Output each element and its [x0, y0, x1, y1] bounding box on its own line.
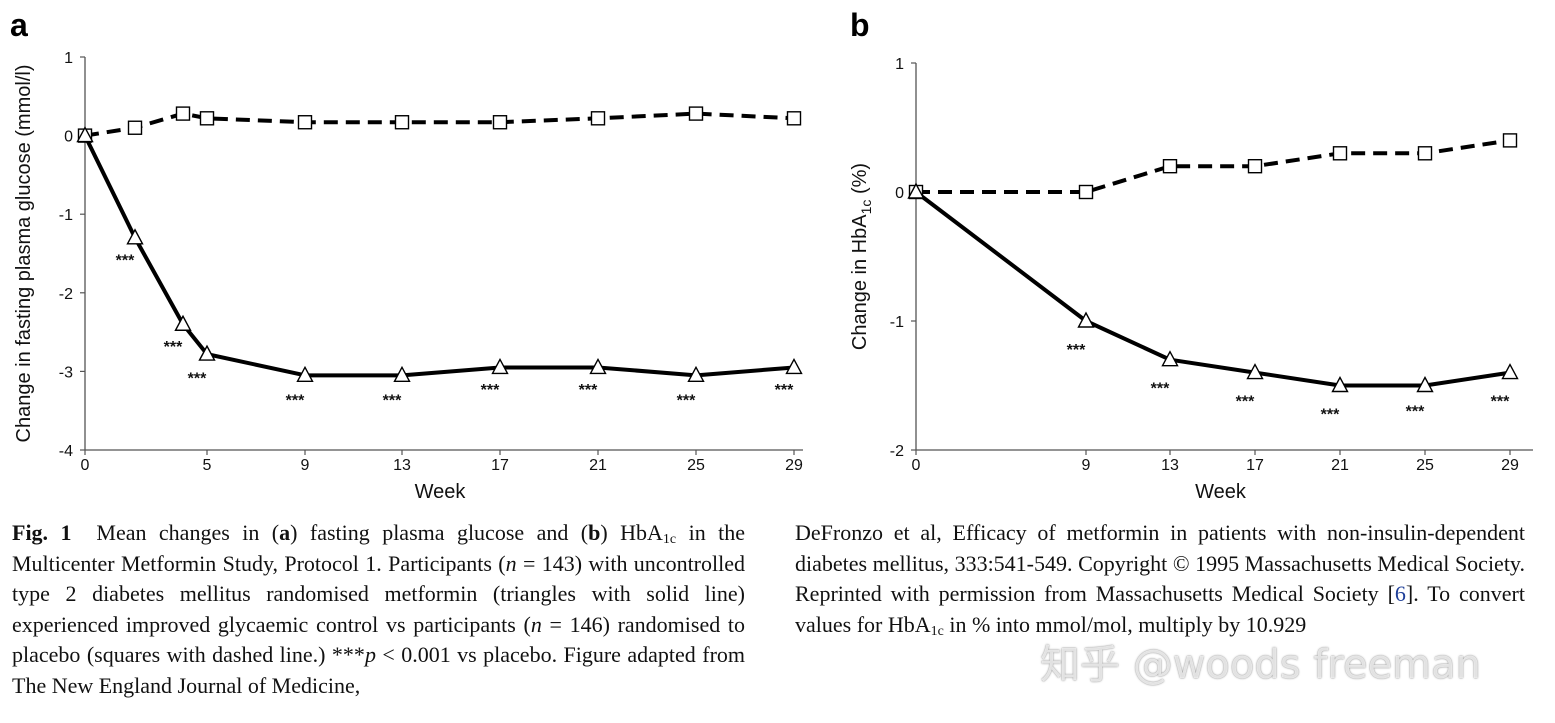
y-tick-label: -2 — [890, 443, 904, 460]
placebo-point — [494, 116, 507, 129]
y-tick-label: -2 — [59, 286, 73, 303]
y-tick-label: -3 — [59, 364, 73, 381]
significance-label: *** — [116, 252, 135, 269]
caption-text: Mean changes in ( — [96, 520, 279, 545]
caption-panel-a: a — [279, 520, 290, 545]
metformin-point — [128, 230, 143, 244]
y-tick-label: 1 — [64, 50, 73, 67]
fig-label: Fig. 1 — [12, 520, 72, 545]
significance-label: *** — [1236, 393, 1255, 410]
y-tick-label: 0 — [64, 129, 73, 146]
x-axis-label: Week — [1195, 481, 1247, 503]
significance-label: *** — [775, 382, 794, 399]
y-tick-label: -4 — [59, 443, 73, 460]
placebo-point — [201, 112, 214, 125]
placebo-point — [1334, 147, 1347, 160]
placebo-point — [1164, 160, 1177, 173]
x-axis-label: Week — [415, 481, 467, 503]
figure: a 1 0 -1 -2 -3 -4 0 5 9 13 17 21 25 29 Week Change in f… — [0, 0, 1555, 505]
caption-left: Fig. 1 Mean changes in (a) fasting plasm… — [12, 518, 745, 701]
caption-text: ) fasting plasma glucose and ( — [290, 520, 588, 545]
caption-subscript: 1c — [931, 624, 944, 639]
caption-italic-n: n — [531, 612, 542, 637]
caption-italic-n: n — [506, 551, 517, 576]
significance-label: *** — [1321, 406, 1340, 423]
significance-label: *** — [383, 392, 402, 409]
x-tick-label: 13 — [1161, 457, 1179, 474]
placebo-point — [129, 121, 142, 134]
caption-italic-p: p — [365, 642, 376, 667]
y-tick-label: -1 — [890, 314, 904, 331]
panel-a: a 1 0 -1 -2 -3 -4 0 5 9 13 17 21 25 29 Week Change in f… — [10, 7, 803, 503]
x-tick-label: 0 — [81, 457, 90, 474]
caption-subscript: 1c — [663, 532, 676, 547]
panel-a-label: a — [10, 7, 28, 43]
y-tick-label: 0 — [895, 185, 904, 202]
x-tick-label: 29 — [1501, 457, 1519, 474]
placebo-point — [1249, 160, 1262, 173]
x-tick-label: 25 — [687, 457, 705, 474]
watermark: 知乎 @woods freeman — [1040, 632, 1481, 690]
significance-label: *** — [1151, 381, 1170, 398]
placebo-point — [1080, 186, 1093, 199]
x-tick-label: 21 — [1331, 457, 1349, 474]
caption-text: ) HbA — [600, 520, 663, 545]
significance-label: *** — [677, 392, 696, 409]
significance-label: *** — [1406, 404, 1425, 421]
y-tick-label: 1 — [895, 56, 904, 73]
placebo-point — [690, 107, 703, 120]
significance-label: *** — [188, 370, 207, 387]
panel-b: b 1 0 -1 -2 0 9 13 17 21 25 29 Week Change in HbA1c … — [849, 7, 1533, 503]
x-tick-label: 21 — [589, 457, 607, 474]
caption-panel-b: b — [588, 520, 600, 545]
x-tick-label: 5 — [203, 457, 212, 474]
metformin-series-line — [916, 192, 1510, 386]
y-axis-label: Change in fasting plasma glucose (mmol/l… — [13, 65, 35, 443]
placebo-point — [396, 116, 409, 129]
placebo-point — [1504, 134, 1517, 147]
x-tick-label: 9 — [1082, 457, 1091, 474]
y-tick-label: -1 — [59, 207, 73, 224]
citation-link[interactable]: 6 — [1395, 581, 1406, 606]
x-tick-label: 17 — [491, 457, 509, 474]
placebo-point — [788, 112, 801, 125]
caption-right: DeFronzo et al, Efficacy of metformin in… — [795, 518, 1525, 640]
x-tick-label: 29 — [785, 457, 803, 474]
x-tick-label: 9 — [301, 457, 310, 474]
placebo-point — [177, 107, 190, 120]
metformin-series-line — [85, 136, 794, 376]
x-tick-label: 25 — [1416, 457, 1434, 474]
x-tick-label: 0 — [912, 457, 921, 474]
significance-label: *** — [1067, 342, 1086, 359]
significance-label: *** — [286, 392, 305, 409]
x-tick-label: 17 — [1246, 457, 1264, 474]
panel-b-label: b — [850, 7, 870, 43]
placebo-point — [299, 116, 312, 129]
placebo-point — [1419, 147, 1432, 160]
significance-label: *** — [481, 382, 500, 399]
placebo-point — [592, 112, 605, 125]
placebo-series-line — [85, 114, 794, 136]
caption-text: in % into mmol/mol, multiply by 10.929 — [944, 612, 1306, 637]
significance-label: *** — [1491, 393, 1510, 410]
significance-label: *** — [579, 382, 598, 399]
significance-label: *** — [164, 339, 183, 356]
x-tick-label: 13 — [393, 457, 411, 474]
y-axis-label: Change in HbA1c (%) — [849, 163, 874, 350]
